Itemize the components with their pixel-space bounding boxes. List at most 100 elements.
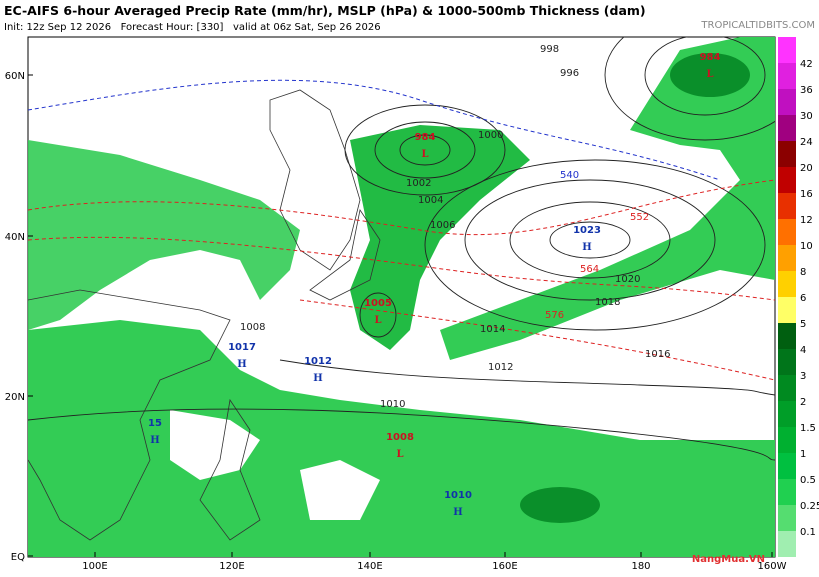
isobar-label: 1004	[418, 195, 443, 206]
watermark: NangMua.VN	[692, 554, 765, 565]
thickness-lines	[28, 179, 775, 381]
colorbar-label: 5	[800, 319, 806, 330]
heavy-precip	[520, 487, 600, 523]
lon-label: 100E	[82, 561, 107, 572]
center-value: 1012	[304, 356, 332, 367]
colorbar-band	[778, 453, 796, 479]
center-letter: L	[374, 315, 381, 326]
lon-label: 160W	[758, 561, 787, 572]
thickness-540	[28, 79, 721, 181]
isobar-label: 1018	[595, 297, 620, 308]
thickness-label: 552	[630, 212, 649, 223]
thickness-label: 576	[545, 310, 564, 321]
colorbar-band	[778, 531, 796, 557]
isobar-label: 1014	[480, 324, 505, 335]
colorbar-band	[778, 37, 796, 63]
clear-area	[170, 410, 260, 480]
isobars	[28, 37, 775, 461]
center-value: 1008	[386, 432, 414, 443]
lat-label: EQ	[11, 552, 25, 563]
thickness-label: 564	[580, 264, 599, 275]
colorbar-band	[778, 271, 796, 297]
colorbar-label: 1	[800, 449, 806, 460]
colorbar-label: 1.5	[800, 423, 816, 434]
isobar-label: 1000	[478, 130, 503, 141]
isobar-label: 1008	[240, 322, 265, 333]
colorbar-band	[778, 89, 796, 115]
colorbar-label: 16	[800, 189, 813, 200]
center-value: 984	[700, 52, 721, 63]
colorbar-band	[778, 297, 796, 323]
isobar-label: 996	[560, 68, 579, 79]
center-letter: H	[237, 359, 246, 370]
center-letter: H	[453, 507, 462, 518]
colorbar-band	[778, 323, 796, 349]
colorbar-band	[778, 63, 796, 89]
colorbar-label: 0.1	[800, 527, 816, 538]
center-letter: L	[421, 149, 428, 160]
colorbar-band	[778, 219, 796, 245]
colorbar: 42 36 30 24 20 16 12 10 8 6 5 4 3 2 1.5 1 0.5 0.25 0.1	[778, 37, 819, 557]
center-letter: H	[582, 242, 591, 253]
lat-label: 20N	[5, 392, 25, 403]
colorbar-band	[778, 401, 796, 427]
lon-label: 120E	[219, 561, 244, 572]
center-value: 15	[148, 418, 162, 429]
colorbar-label: 0.25	[800, 501, 819, 512]
isobar-label: 1002	[406, 178, 431, 189]
colorbar-label: 20	[800, 163, 813, 174]
center-letter: H	[313, 373, 322, 384]
init-info: Init: 12z Sep 12 2026 Forecast Hour: [33…	[4, 22, 381, 33]
lon-label: 180	[631, 561, 650, 572]
center-value: 1017	[228, 342, 256, 353]
map-area	[27, 36, 776, 558]
colorbar-label: 0.5	[800, 475, 816, 486]
isobar-label: 1006	[430, 220, 455, 231]
lat-label: 40N	[5, 232, 25, 243]
colorbar-label: 10	[800, 241, 813, 252]
coastline	[28, 289, 231, 541]
center-letter: L	[706, 69, 713, 80]
precip-area	[440, 37, 775, 360]
coastline	[199, 398, 261, 541]
colorbar-label: 4	[800, 345, 806, 356]
colorbar-band	[778, 427, 796, 453]
colorbar-band	[778, 193, 796, 219]
colorbar-label: 3	[800, 371, 806, 382]
colorbar-band	[778, 167, 796, 193]
isobar-label: 998	[540, 44, 559, 55]
isobar-label: 1010	[380, 399, 405, 410]
colorbar-label: 8	[800, 267, 806, 278]
colorbar-label: 6	[800, 293, 806, 304]
lat-label: 60N	[5, 71, 25, 82]
map-content	[28, 37, 775, 557]
center-letter: H	[150, 435, 159, 446]
colorbar-label: 30	[800, 111, 813, 122]
thickness-label: 540	[560, 170, 579, 181]
center-value: 1010	[444, 490, 472, 501]
center-letter: L	[396, 449, 403, 460]
center-value: 984	[415, 132, 436, 143]
colorbar-label: 2	[800, 397, 806, 408]
colorbar-label: 24	[800, 137, 813, 148]
precip-area	[28, 140, 300, 330]
colorbar-band	[778, 375, 796, 401]
site: TROPICALTIDBITS.COM	[700, 20, 815, 31]
precip-area	[350, 125, 530, 350]
colorbar-band	[778, 141, 796, 167]
colorbar-band	[778, 349, 796, 375]
coastline	[309, 208, 381, 301]
colorbar-label: 36	[800, 85, 813, 96]
colorbar-label: 12	[800, 215, 813, 226]
heavy-precip	[670, 53, 750, 97]
lon-label: 160E	[492, 561, 517, 572]
colorbar-band	[778, 479, 796, 505]
title: EC-AIFS 6-hour Averaged Precip Rate (mm/…	[4, 3, 646, 18]
colorbar-band	[778, 245, 796, 271]
center-value: 1023	[573, 225, 601, 236]
isobar-label: 1020	[615, 274, 640, 285]
coastline	[269, 89, 361, 271]
colorbar-label: 42	[800, 59, 813, 70]
isobar-label: 1012	[488, 362, 513, 373]
